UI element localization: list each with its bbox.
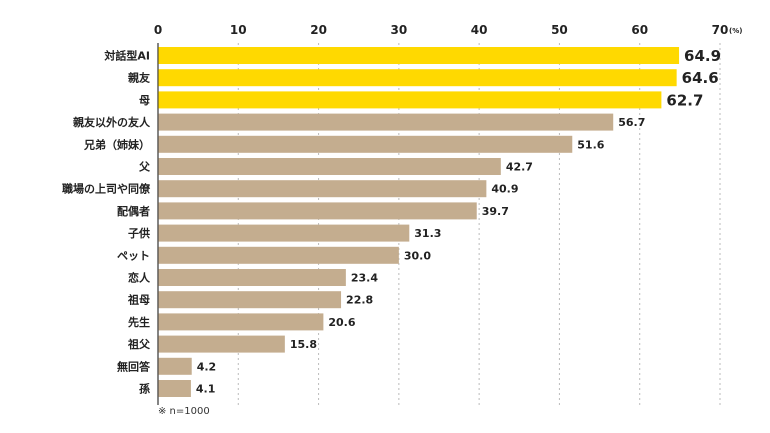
value-label: 42.7 [506,161,533,174]
category-label: 祖母 [127,293,150,307]
x-axis-ticks: 0 10 20 30 40 50 60 70 (%) [154,23,743,37]
value-label: 64.6 [682,69,719,87]
x-tick-label: 60 [631,23,648,37]
sample-size-note: ※ n=1000 [158,406,210,417]
category-label: ペット [117,249,150,262]
bar [158,269,346,286]
value-label: 15.8 [290,338,317,351]
bar [158,380,191,397]
bar [158,246,399,264]
x-tick-label: 40 [471,23,488,37]
value-label: 23.4 [351,272,378,285]
value-label: 56.7 [618,116,645,129]
category-label: 先生 [128,315,150,329]
category-label: 母 [139,94,150,107]
bars [158,47,680,397]
x-tick-label: 0 [154,23,162,37]
category-label: 祖父 [127,337,151,351]
value-label: 22.8 [346,294,373,307]
category-label: 恋人 [128,271,151,285]
bar [158,47,680,64]
bar [158,202,477,220]
value-label: 39.7 [482,205,509,218]
value-label: 64.9 [684,47,721,65]
category-label: 親友以外の友人 [73,115,151,129]
value-label: 30.0 [404,249,431,262]
value-label: 31.3 [414,227,441,240]
category-label: 職場の上司や同僚 [62,182,151,196]
bar [158,180,487,198]
value-label: 51.6 [577,138,604,151]
x-tick-label: 30 [391,23,408,37]
category-label: 父 [138,161,151,174]
value-label: 4.1 [196,383,216,396]
value-label: 20.6 [328,316,355,329]
x-tick-label: 70 [712,23,729,37]
bar [158,335,285,353]
value-label: 40.9 [491,183,518,196]
category-label: 配偶者 [117,204,150,218]
value-label: 62.7 [666,91,703,109]
bar [158,224,410,242]
bar [158,313,324,331]
x-unit-label: (%) [729,27,742,35]
bar [158,69,677,87]
category-label: 無回答 [117,359,151,373]
category-label: 子供 [128,226,150,240]
category-label: 兄弟（姉妹） [83,137,150,151]
x-tick-label: 20 [310,23,327,37]
bar [158,357,192,375]
value-labels: 64.9 64.6 62.7 56.7 51.6 42.7 40.9 39.7 31.3 30.0… [196,47,721,396]
category-label: 孫 [139,382,150,396]
bar [158,91,662,109]
x-tick-label: 50 [551,23,568,37]
bar [158,158,501,175]
bar [158,113,614,131]
x-tick-label: 10 [230,23,247,37]
value-label: 4.2 [197,360,217,373]
bar [158,291,342,309]
category-label: 対話型AI [103,49,150,63]
category-label: 親友 [128,71,150,85]
bar [158,135,573,153]
